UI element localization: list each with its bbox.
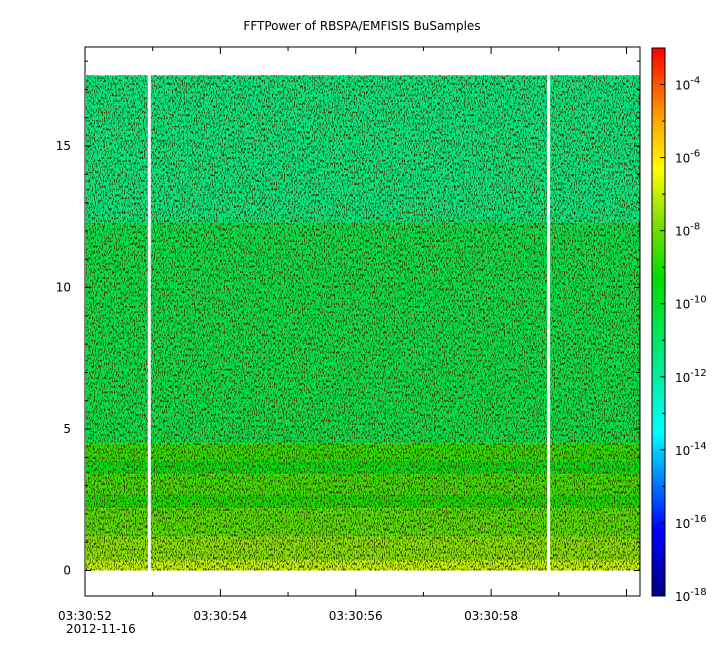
power-band-1 xyxy=(86,536,640,561)
x-tick-label: 03:30:58 xyxy=(464,609,518,623)
power-band-8 xyxy=(86,75,640,223)
colorbar-tick-label: 10-16 xyxy=(675,514,707,531)
power-band-3 xyxy=(86,494,640,509)
power-band-4 xyxy=(86,474,640,495)
data-gaps xyxy=(147,75,551,571)
power-bands xyxy=(86,75,640,571)
data-gap-1 xyxy=(547,75,551,571)
power-band-5 xyxy=(86,460,640,475)
plot-area xyxy=(84,46,641,597)
colorbar-tick-label: 10-18 xyxy=(675,587,707,604)
y-tick-label: 5 xyxy=(63,422,71,436)
colorbar: 10-4 10-6 10-8 10-10 10-12 10-14 10-16 10-18 xyxy=(651,47,707,604)
power-band-0 xyxy=(86,560,640,571)
colorbar-tick-label: 10-8 xyxy=(675,222,700,239)
x-tick-label: 03:30:52 xyxy=(58,609,112,623)
colorbar-ticks: 10-4 10-6 10-8 10-10 10-12 10-14 10-16 10-18 xyxy=(660,47,707,604)
x-axis: 03:30:52 03:30:54 03:30:56 03:30:58 xyxy=(58,47,627,623)
y-tick-label: 15 xyxy=(56,139,71,153)
colorbar-tick-label: 10-10 xyxy=(675,295,707,312)
power-band-2 xyxy=(86,508,640,537)
data-gap-0 xyxy=(147,75,151,571)
chart-title: FFTPower of RBSPA/EMFISIS BuSamples xyxy=(243,19,480,33)
x-date-label: 2012-11-16 xyxy=(66,622,136,636)
colorbar-ramp xyxy=(651,47,666,597)
colorbar-tick-label: 10-12 xyxy=(675,368,707,385)
colorbar-tick-label: 10-14 xyxy=(675,441,707,458)
plot-frame xyxy=(84,46,641,597)
y-tick-label: 10 xyxy=(56,281,71,295)
colorbar-tick-label: 10-4 xyxy=(675,76,700,93)
y-axis: 0 5 10 15 xyxy=(56,60,640,578)
power-band-7 xyxy=(86,222,640,444)
power-band-6 xyxy=(86,443,640,461)
x-tick-label: 03:30:54 xyxy=(193,609,247,623)
colorbar-tick-label: 10-6 xyxy=(675,149,700,166)
y-tick-label: 0 xyxy=(63,564,71,578)
x-tick-label: 03:30:56 xyxy=(329,609,383,623)
